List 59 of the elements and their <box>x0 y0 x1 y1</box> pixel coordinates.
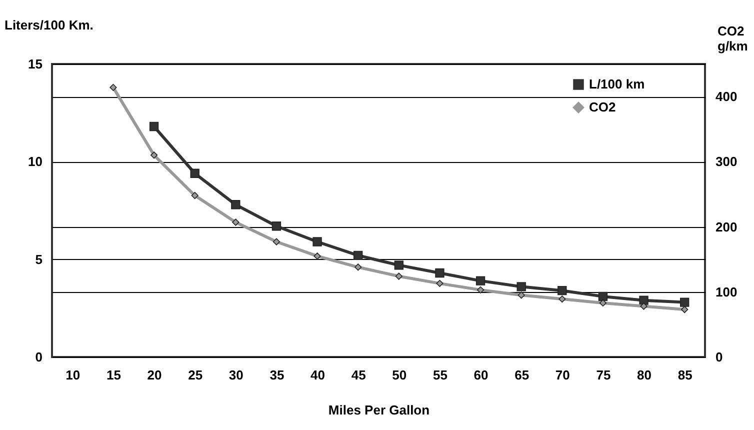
x-tick-label: 20 <box>147 368 162 382</box>
x-tick-label: 30 <box>228 368 244 382</box>
y-tick-label: 10 <box>28 154 42 170</box>
x-tick-label: 85 <box>678 368 692 382</box>
y2-tick-label: 0 <box>716 350 723 364</box>
x-tick-label: 65 <box>514 368 530 382</box>
point <box>599 299 607 307</box>
point <box>598 292 608 302</box>
legend-label: L/100 km <box>589 76 645 92</box>
y2-axis-title: CO2 g/km <box>718 24 748 54</box>
x-tick-label: 55 <box>432 368 448 382</box>
point <box>436 280 444 287</box>
point <box>231 200 240 210</box>
point <box>354 250 363 260</box>
x-tick-label: 40 <box>310 368 326 382</box>
point <box>232 218 240 226</box>
x-tick-label: 10 <box>66 368 80 382</box>
x-tick-label: 60 <box>474 368 488 382</box>
x-tick-label: 50 <box>392 368 407 382</box>
point <box>150 152 158 159</box>
x-tick-label: 70 <box>555 368 570 382</box>
point <box>516 282 526 292</box>
x-tick-label: 15 <box>106 368 121 382</box>
y2-tick-label: 400 <box>716 89 738 104</box>
y2-tick-label: 300 <box>716 154 738 170</box>
x-tick-label: 80 <box>637 368 652 382</box>
x-tick-label: 35 <box>270 368 284 382</box>
y-tick-label: 5 <box>35 252 42 267</box>
point <box>681 306 688 314</box>
y-tick-label: 15 <box>28 56 42 72</box>
x-tick-label: 45 <box>351 368 366 382</box>
y2-tick-label: 100 <box>716 284 738 300</box>
point <box>191 192 198 200</box>
point <box>680 298 690 307</box>
y2-tick-label: 200 <box>716 219 738 234</box>
point <box>435 268 444 278</box>
y-tick-label: 0 <box>35 350 42 364</box>
point <box>640 302 648 310</box>
point <box>518 292 525 299</box>
y-axis-title: Liters/100 Km. <box>4 18 94 32</box>
point <box>312 237 322 246</box>
x-tick-label: 25 <box>188 368 203 382</box>
point <box>639 296 648 305</box>
point <box>314 252 321 260</box>
point <box>190 168 200 178</box>
point <box>558 295 566 303</box>
point <box>354 264 362 271</box>
legend-label: CO2 <box>589 100 616 114</box>
point <box>558 286 567 296</box>
x-axis-title: Miles Per Gallon <box>328 402 430 418</box>
point <box>110 84 117 91</box>
point <box>476 286 484 294</box>
point <box>272 238 280 246</box>
point <box>395 272 402 280</box>
point <box>394 260 404 270</box>
point <box>272 222 282 231</box>
point <box>476 276 486 286</box>
point <box>149 122 159 132</box>
x-tick-label: 75 <box>596 368 611 382</box>
